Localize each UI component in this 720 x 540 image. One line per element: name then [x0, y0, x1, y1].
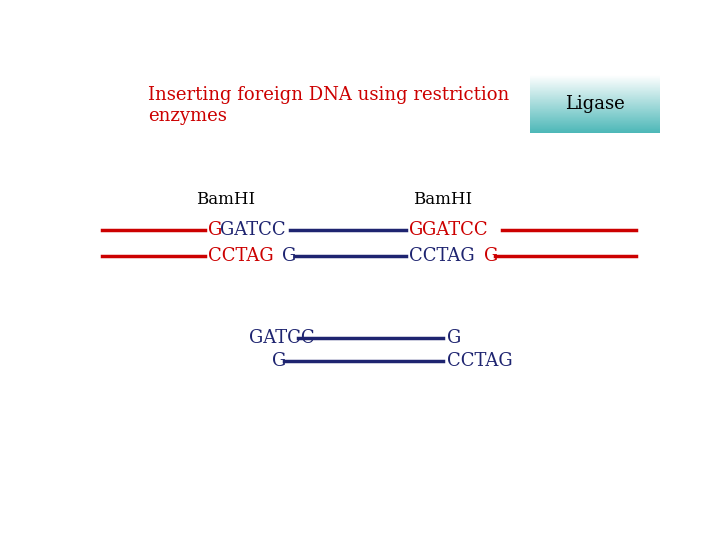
Text: G: G: [208, 221, 222, 239]
Text: G: G: [446, 329, 461, 347]
Text: BamHI: BamHI: [196, 191, 255, 208]
Text: G: G: [484, 247, 498, 265]
Text: GATCC: GATCC: [422, 221, 487, 239]
Text: BamHI: BamHI: [413, 191, 472, 208]
Text: CCTAG: CCTAG: [208, 247, 274, 265]
Text: CCTAG: CCTAG: [446, 352, 512, 370]
Text: Inserting foreign DNA using restriction
enzymes: Inserting foreign DNA using restriction …: [148, 86, 509, 125]
Text: G: G: [282, 247, 297, 265]
Text: GATCC: GATCC: [220, 221, 286, 239]
Text: G: G: [272, 352, 287, 370]
Text: CCTAG: CCTAG: [409, 247, 475, 265]
Text: G: G: [409, 221, 423, 239]
Text: Ligase: Ligase: [565, 95, 625, 113]
Text: GATCC: GATCC: [249, 329, 315, 347]
